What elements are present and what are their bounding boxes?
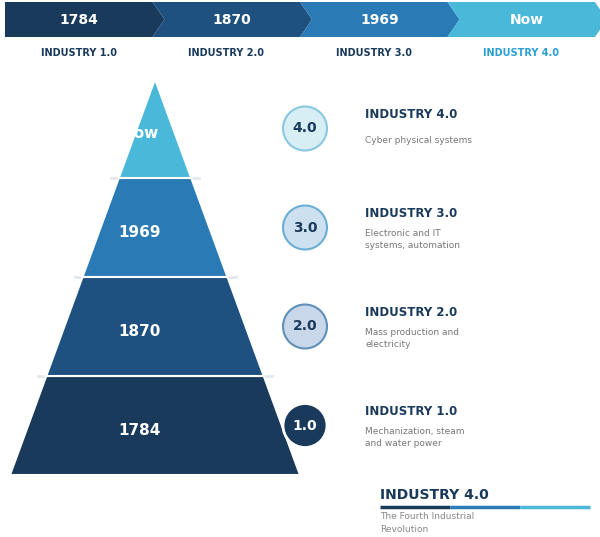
Text: 4.0: 4.0 bbox=[293, 121, 317, 135]
Polygon shape bbox=[119, 79, 191, 178]
Text: 3.0: 3.0 bbox=[293, 221, 317, 235]
Text: 1870: 1870 bbox=[119, 324, 161, 339]
Text: Cyber physical systems: Cyber physical systems bbox=[365, 136, 472, 145]
Text: The Fourth Industrial
Revolution: The Fourth Industrial Revolution bbox=[380, 512, 474, 534]
Text: INDUSTRY 3.0: INDUSTRY 3.0 bbox=[336, 48, 412, 58]
Polygon shape bbox=[46, 277, 264, 376]
Text: 1969: 1969 bbox=[361, 12, 399, 26]
Circle shape bbox=[283, 106, 327, 150]
Text: 1784: 1784 bbox=[119, 423, 161, 438]
Polygon shape bbox=[448, 2, 600, 37]
Circle shape bbox=[283, 206, 327, 250]
Text: 1969: 1969 bbox=[119, 225, 161, 240]
Text: Mechanization, steam
and water power: Mechanization, steam and water power bbox=[365, 427, 464, 448]
Text: 2.0: 2.0 bbox=[293, 320, 317, 333]
Text: INDUSTRY 4.0: INDUSTRY 4.0 bbox=[365, 108, 457, 121]
Text: INDUSTRY 1.0: INDUSTRY 1.0 bbox=[41, 48, 117, 58]
Polygon shape bbox=[152, 2, 312, 37]
Text: 1784: 1784 bbox=[59, 12, 98, 26]
Text: INDUSTRY 2.0: INDUSTRY 2.0 bbox=[188, 48, 264, 58]
Text: INDUSTRY 1.0: INDUSTRY 1.0 bbox=[365, 405, 457, 418]
Text: 1870: 1870 bbox=[213, 12, 251, 26]
Circle shape bbox=[283, 403, 327, 447]
Circle shape bbox=[283, 304, 327, 349]
Text: Electronic and IT
systems, automation: Electronic and IT systems, automation bbox=[365, 229, 460, 250]
Text: Now: Now bbox=[121, 126, 158, 141]
Text: INDUSTRY 2.0: INDUSTRY 2.0 bbox=[365, 306, 457, 319]
Text: INDUSTRY 4.0: INDUSTRY 4.0 bbox=[483, 48, 559, 58]
Text: Mass production and
electricity: Mass production and electricity bbox=[365, 328, 459, 349]
Polygon shape bbox=[5, 2, 164, 37]
Text: INDUSTRY 3.0: INDUSTRY 3.0 bbox=[365, 207, 457, 220]
Polygon shape bbox=[10, 376, 300, 475]
Text: INDUSTRY 4.0: INDUSTRY 4.0 bbox=[380, 488, 489, 502]
Polygon shape bbox=[300, 2, 460, 37]
Polygon shape bbox=[83, 178, 227, 277]
Text: 1.0: 1.0 bbox=[293, 418, 317, 432]
Text: Now: Now bbox=[510, 12, 544, 26]
